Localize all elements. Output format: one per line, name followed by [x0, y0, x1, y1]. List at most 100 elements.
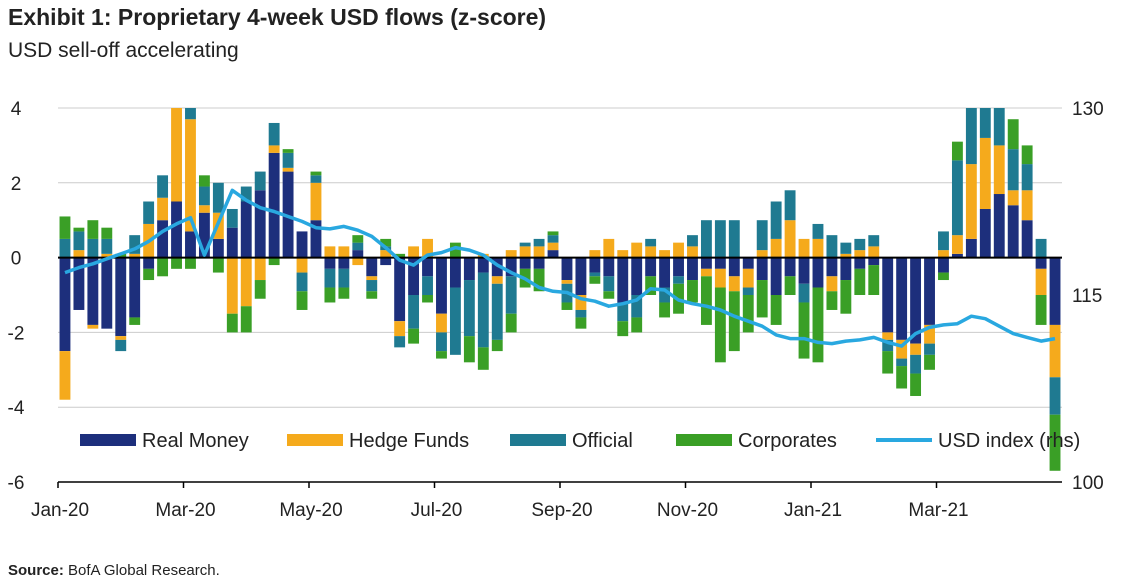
bar-real-money	[673, 257, 684, 277]
bar-hedge-funds	[687, 246, 698, 258]
bar-hedge-funds	[603, 238, 615, 258]
bar-official	[700, 220, 712, 258]
bar-official	[993, 108, 1005, 146]
bar-hedge-funds	[756, 250, 768, 258]
bar-corporates	[575, 317, 587, 329]
x-tick-label: Jul-20	[411, 500, 463, 521]
bar-real-money	[659, 257, 671, 288]
bar-real-money	[812, 257, 824, 288]
bar-real-money	[547, 250, 559, 258]
bar-real-money	[882, 257, 894, 333]
bar-corporates	[980, 63, 991, 89]
bar-real-money	[408, 257, 420, 295]
bar-real-money	[310, 220, 322, 258]
bar-hedge-funds	[226, 257, 238, 314]
y-right-tick-label: 115	[1072, 286, 1102, 307]
bar-corporates	[226, 313, 238, 333]
bar-real-money	[324, 257, 336, 269]
bar-hedge-funds	[993, 145, 1005, 195]
x-tick-label: May-20	[279, 500, 342, 521]
bar-real-money	[938, 257, 949, 273]
bar-corporates	[631, 317, 643, 333]
bar-hedge-funds	[519, 246, 531, 258]
bar-official	[1035, 238, 1047, 258]
x-tick-label: Mar-21	[908, 500, 968, 521]
bar-official	[784, 190, 796, 221]
bar-real-money	[449, 257, 461, 288]
bar-real-money	[924, 257, 935, 325]
bar-hedge-funds	[422, 238, 433, 258]
bar-corporates	[603, 291, 615, 299]
bar-official	[659, 287, 671, 303]
bar-official	[310, 175, 322, 183]
bar-corporates	[1049, 414, 1061, 471]
bar-official	[979, 108, 991, 138]
bar-hedge-funds	[728, 276, 740, 292]
bar-corporates	[352, 235, 364, 243]
bar-corporates	[394, 253, 406, 258]
bar-official	[951, 160, 963, 236]
bar-corporates	[645, 276, 657, 295]
bar-hedge-funds	[714, 268, 726, 288]
bar-hedge-funds	[784, 220, 796, 258]
legend-label: Hedge Funds	[349, 430, 469, 452]
bar-corporates	[812, 287, 824, 363]
legend-label: Corporates	[738, 430, 837, 452]
bar-real-money	[965, 238, 977, 258]
bar-real-money	[143, 257, 155, 269]
bar-real-money	[645, 257, 657, 277]
bar-official	[463, 280, 475, 337]
bar-official	[603, 276, 615, 292]
bar-hedge-funds	[1049, 324, 1061, 378]
bar-hedge-funds	[366, 276, 378, 281]
bar-corporates	[756, 280, 768, 318]
bar-real-money	[338, 257, 350, 269]
y-left-tick-label: 4	[11, 99, 22, 120]
bar-hedge-funds	[254, 257, 266, 281]
bar-official	[296, 272, 308, 292]
bar-hedge-funds	[408, 246, 420, 258]
bar-hedge-funds	[854, 250, 866, 258]
bar-corporates	[505, 313, 517, 333]
bar-hedge-funds	[394, 321, 406, 337]
bar-real-money	[854, 257, 866, 269]
y-left-tick-label: -4	[8, 398, 25, 419]
bar-corporates	[59, 216, 71, 239]
bar-corporates	[966, 89, 977, 108]
bar-official	[115, 339, 127, 352]
bar-real-money	[868, 257, 880, 266]
bar-hedge-funds	[770, 238, 782, 258]
bar-official	[826, 235, 838, 258]
bar-real-money	[59, 257, 71, 352]
bar-official	[394, 336, 406, 348]
bar-hedge-funds	[1035, 268, 1047, 295]
bar-corporates	[617, 321, 629, 337]
bar-hedge-funds	[742, 268, 754, 288]
bar-real-money	[896, 257, 908, 340]
bar-official	[87, 238, 99, 258]
bar-official	[171, 63, 182, 93]
bar-corporates	[477, 347, 489, 370]
bar-official	[728, 220, 740, 258]
bar-corporates	[784, 276, 796, 295]
bar-hedge-funds	[979, 137, 991, 209]
bar-corporates	[282, 149, 294, 153]
bar-hedge-funds	[882, 332, 894, 340]
bar-hedge-funds	[129, 253, 141, 258]
bar-real-money	[1007, 205, 1019, 258]
bar-official	[812, 223, 824, 239]
bar-official	[198, 186, 210, 206]
bar-official	[1021, 164, 1033, 191]
bar-official	[212, 182, 224, 213]
bar-real-money	[422, 257, 433, 277]
bar-hedge-funds	[700, 268, 712, 277]
bar-corporates	[1021, 145, 1033, 165]
bar-real-money	[993, 194, 1005, 258]
bar-corporates	[366, 291, 378, 299]
bar-hedge-funds	[59, 351, 71, 400]
legend-label: USD index (rhs)	[938, 430, 1080, 452]
bar-real-money	[101, 257, 113, 329]
bar-corporates	[896, 366, 908, 389]
bar-real-money	[519, 257, 531, 269]
bar-corporates	[87, 220, 99, 239]
